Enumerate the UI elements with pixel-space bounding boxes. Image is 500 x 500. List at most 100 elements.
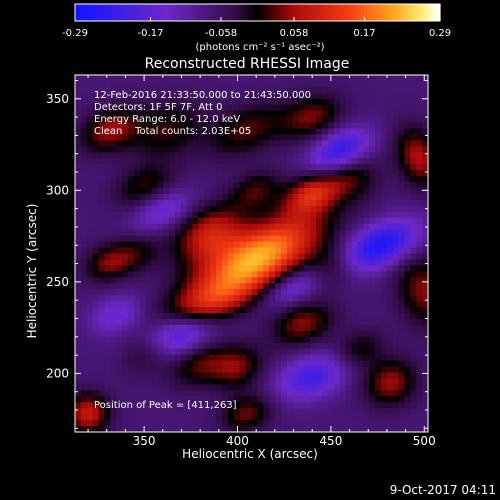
heatmap-cell — [286, 122, 294, 130]
heatmap-cell — [210, 229, 217, 237]
heatmap-cell — [157, 92, 164, 100]
heatmap-cell — [275, 414, 282, 421]
heatmap-cell — [263, 384, 270, 391]
heatmap-cell — [275, 98, 282, 106]
heatmap-cell — [422, 194, 429, 201]
heatmap-cell — [116, 92, 123, 100]
heatmap-cell — [204, 211, 211, 219]
heatmap-cell — [186, 134, 194, 141]
heatmap-cell — [310, 140, 317, 147]
heatmap-cell — [416, 330, 423, 338]
heatmap-cell — [204, 110, 211, 118]
heatmap-cell — [145, 259, 152, 266]
heatmap-cell — [251, 164, 258, 171]
heatmap-cell — [298, 164, 305, 171]
heatmap-cell — [263, 199, 270, 207]
heatmap-cell — [133, 307, 141, 314]
heatmap-cell — [86, 75, 94, 82]
colorbar-swatch — [217, 4, 222, 21]
heatmap-cell — [75, 92, 82, 100]
heatmap-cell — [239, 80, 247, 88]
heatmap-cell — [316, 348, 323, 356]
heatmap-cell — [127, 110, 135, 118]
heatmap-cell — [333, 402, 341, 409]
heatmap-cell — [169, 110, 176, 118]
heatmap-cell — [280, 330, 288, 338]
heatmap-cell — [92, 390, 100, 397]
heatmap-cell — [275, 307, 282, 314]
heatmap-cell — [251, 259, 258, 266]
heatmap-cell — [339, 122, 347, 130]
heatmap-cell — [310, 205, 317, 213]
heatmap-cell — [233, 134, 241, 141]
heatmap-cell — [269, 164, 276, 171]
heatmap-cell — [151, 182, 158, 189]
heatmap-cell — [169, 217, 176, 225]
heatmap-cell — [210, 241, 217, 249]
heatmap-cell — [239, 414, 247, 421]
heatmap-cell — [86, 408, 94, 415]
heatmap-cell — [380, 318, 388, 326]
heatmap-cell — [110, 140, 117, 147]
heatmap-cell — [216, 146, 223, 153]
heatmap-cell — [204, 247, 211, 254]
heatmap-cell — [245, 307, 252, 314]
heatmap-cell — [410, 146, 417, 153]
heatmap-cell — [251, 205, 258, 213]
heatmap-cell — [80, 318, 88, 326]
heatmap-cell — [345, 86, 353, 94]
heatmap-cell — [380, 396, 388, 403]
heatmap-cell — [275, 384, 282, 391]
heatmap-cell — [75, 342, 82, 350]
heatmap-cell — [92, 211, 100, 219]
heatmap-cell — [80, 378, 88, 385]
heatmap-cell — [269, 265, 276, 272]
heatmap-cell — [304, 170, 311, 177]
heatmap-cell — [327, 116, 335, 124]
heatmap-cell — [92, 75, 100, 82]
heatmap-cell — [180, 378, 188, 385]
heatmap-cell — [110, 98, 117, 106]
heatmap-cell — [275, 330, 282, 338]
heatmap-cell — [404, 98, 411, 106]
heatmap-cell — [104, 366, 111, 373]
heatmap-cell — [80, 336, 88, 344]
heatmap-cell — [198, 414, 205, 421]
heatmap-cell — [351, 426, 358, 433]
heatmap-cell — [98, 342, 105, 350]
heatmap-cell — [369, 402, 376, 409]
heatmap-cell — [151, 116, 158, 124]
heatmap-cell — [269, 426, 276, 433]
heatmap-cell — [369, 330, 376, 338]
heatmap-cell — [398, 92, 405, 100]
heatmap-cell — [104, 259, 111, 266]
heatmap-cell — [322, 176, 329, 183]
heatmap-cell — [163, 134, 170, 141]
heatmap-cell — [398, 188, 405, 195]
heatmap-cell — [239, 360, 247, 368]
heatmap-cell — [310, 330, 317, 338]
heatmap-cell — [304, 176, 311, 183]
heatmap-cell — [351, 378, 358, 385]
heatmap-cell — [75, 330, 82, 338]
heatmap-cell — [298, 318, 305, 326]
heatmap-cell — [139, 336, 147, 344]
heatmap-cell — [169, 194, 176, 201]
heatmap-cell — [127, 426, 135, 433]
heatmap-cell — [351, 318, 358, 326]
heatmap-cell — [369, 170, 376, 177]
heatmap-cell — [375, 235, 382, 243]
heatmap-cell — [327, 176, 335, 183]
heatmap-cell — [369, 408, 376, 415]
heatmap-cell — [380, 241, 388, 249]
heatmap-cell — [292, 265, 300, 272]
heatmap-cell — [216, 158, 223, 165]
colorbar-swatch — [123, 4, 128, 21]
heatmap-cell — [104, 205, 111, 213]
heatmap-cell — [180, 92, 188, 100]
heatmap-cell — [304, 313, 311, 320]
heatmap-cell — [404, 307, 411, 314]
heatmap-cell — [251, 140, 258, 147]
plot-frame — [74, 74, 429, 433]
heatmap-cell — [339, 318, 347, 326]
